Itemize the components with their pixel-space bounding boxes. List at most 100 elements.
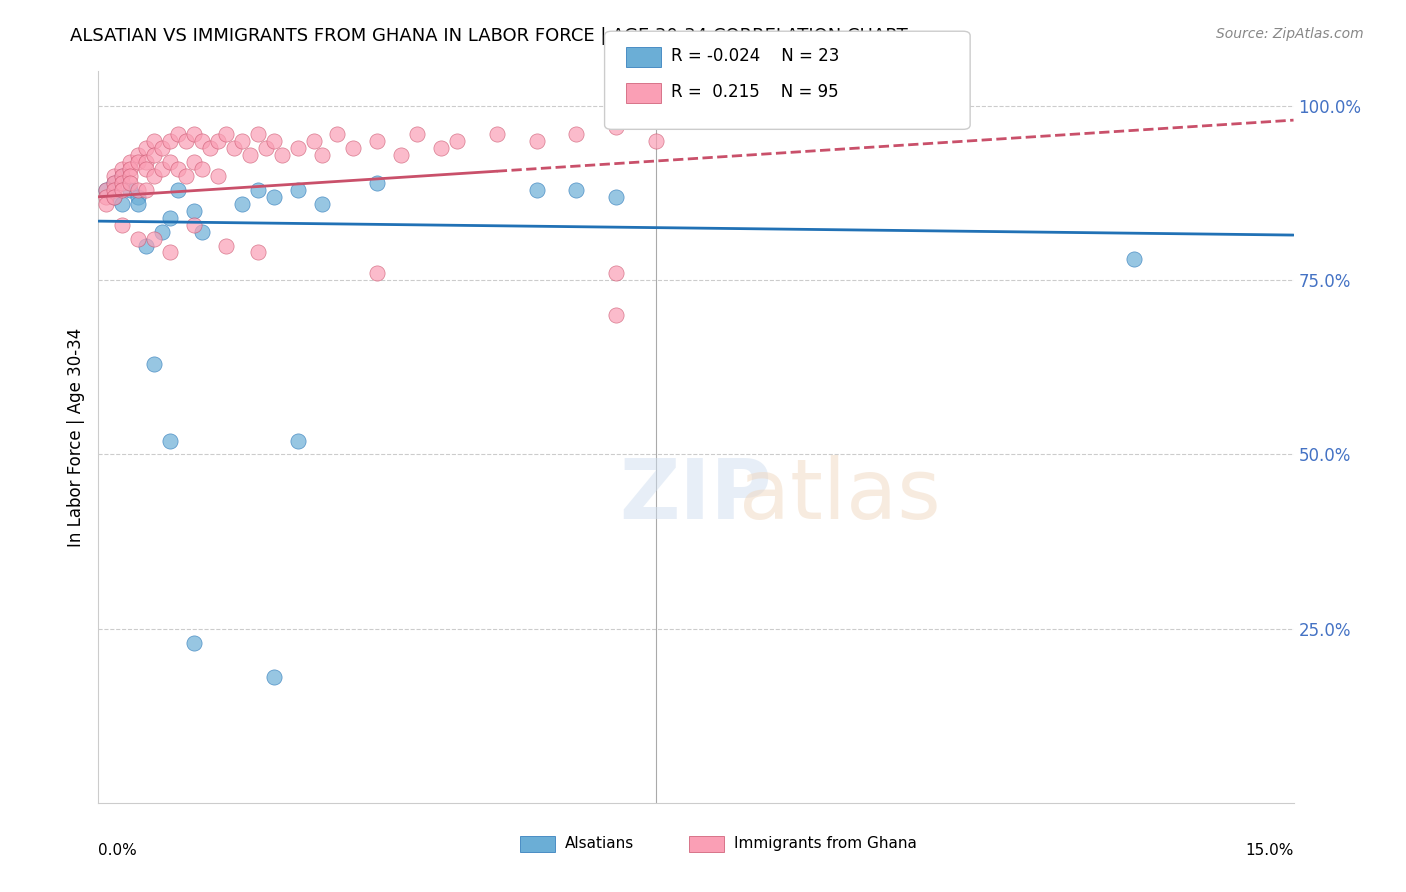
Point	[1123, 252, 1146, 267]
Point	[526, 134, 548, 148]
Point	[263, 134, 285, 148]
Text: R =  0.215    N = 95: R = 0.215 N = 95	[671, 83, 838, 101]
Point	[150, 225, 173, 239]
Point	[207, 169, 229, 183]
Point	[311, 148, 333, 162]
Point	[605, 266, 627, 280]
Point	[143, 357, 166, 371]
Point	[111, 161, 134, 176]
Point	[103, 176, 125, 190]
Point	[120, 155, 142, 169]
Point	[263, 190, 285, 204]
Point	[96, 183, 118, 197]
Point	[103, 190, 125, 204]
Point	[143, 231, 166, 245]
Point	[183, 127, 205, 141]
Point	[143, 148, 166, 162]
Point	[222, 141, 245, 155]
Point	[263, 670, 285, 684]
Point	[231, 196, 253, 211]
Point	[96, 196, 118, 211]
Point	[167, 127, 190, 141]
Point	[174, 134, 197, 148]
Point	[135, 183, 157, 197]
Point	[430, 141, 453, 155]
Point	[287, 183, 309, 197]
Point	[103, 183, 125, 197]
Point	[127, 183, 149, 197]
Point	[326, 127, 349, 141]
Point	[111, 169, 134, 183]
Point	[150, 161, 173, 176]
Point	[111, 218, 134, 232]
Point	[174, 169, 197, 183]
Point	[167, 183, 190, 197]
Point	[342, 141, 364, 155]
Point	[311, 196, 333, 211]
Point	[127, 196, 149, 211]
Text: atlas: atlas	[738, 455, 941, 536]
Text: 0.0%: 0.0%	[98, 843, 138, 858]
Point	[150, 141, 173, 155]
Point	[183, 203, 205, 218]
Point	[159, 211, 181, 225]
Point	[120, 161, 142, 176]
Point	[111, 169, 134, 183]
Point	[183, 635, 205, 649]
Point	[127, 231, 149, 245]
Point	[127, 190, 149, 204]
Point	[159, 134, 181, 148]
Text: Source: ZipAtlas.com: Source: ZipAtlas.com	[1216, 27, 1364, 41]
Point	[246, 183, 269, 197]
Point	[159, 434, 181, 448]
Point	[645, 134, 668, 148]
Point	[406, 127, 429, 141]
Point	[485, 127, 508, 141]
Point	[526, 183, 548, 197]
Point	[565, 127, 588, 141]
Point	[167, 161, 190, 176]
Point	[103, 169, 125, 183]
Text: 15.0%: 15.0%	[1246, 843, 1294, 858]
Point	[159, 245, 181, 260]
Text: R = -0.024    N = 23: R = -0.024 N = 23	[671, 47, 839, 65]
Point	[254, 141, 277, 155]
Point	[191, 225, 214, 239]
Point	[135, 161, 157, 176]
Point	[120, 176, 142, 190]
Point	[231, 134, 253, 148]
Point	[270, 148, 292, 162]
Point	[215, 238, 238, 252]
Point	[143, 169, 166, 183]
Point	[605, 190, 627, 204]
Point	[198, 141, 221, 155]
Point	[96, 190, 118, 204]
Point	[127, 148, 149, 162]
Point	[287, 434, 309, 448]
Y-axis label: In Labor Force | Age 30-34: In Labor Force | Age 30-34	[66, 327, 84, 547]
Point	[159, 155, 181, 169]
Point	[111, 196, 134, 211]
Text: Alsatians: Alsatians	[565, 837, 634, 851]
Point	[366, 134, 388, 148]
Text: ZIP: ZIP	[620, 455, 772, 536]
Point	[127, 155, 149, 169]
Point	[183, 155, 205, 169]
Point	[96, 183, 118, 197]
Point	[302, 134, 325, 148]
Point	[103, 176, 125, 190]
Point	[111, 176, 134, 190]
Point	[565, 183, 588, 197]
Point	[215, 127, 238, 141]
Point	[366, 266, 388, 280]
Point	[191, 134, 214, 148]
Point	[446, 134, 468, 148]
Point	[191, 161, 214, 176]
Point	[120, 169, 142, 183]
Point	[389, 148, 412, 162]
Point	[605, 308, 627, 322]
Point	[246, 127, 269, 141]
Point	[207, 134, 229, 148]
Point	[111, 183, 134, 197]
Point	[183, 218, 205, 232]
